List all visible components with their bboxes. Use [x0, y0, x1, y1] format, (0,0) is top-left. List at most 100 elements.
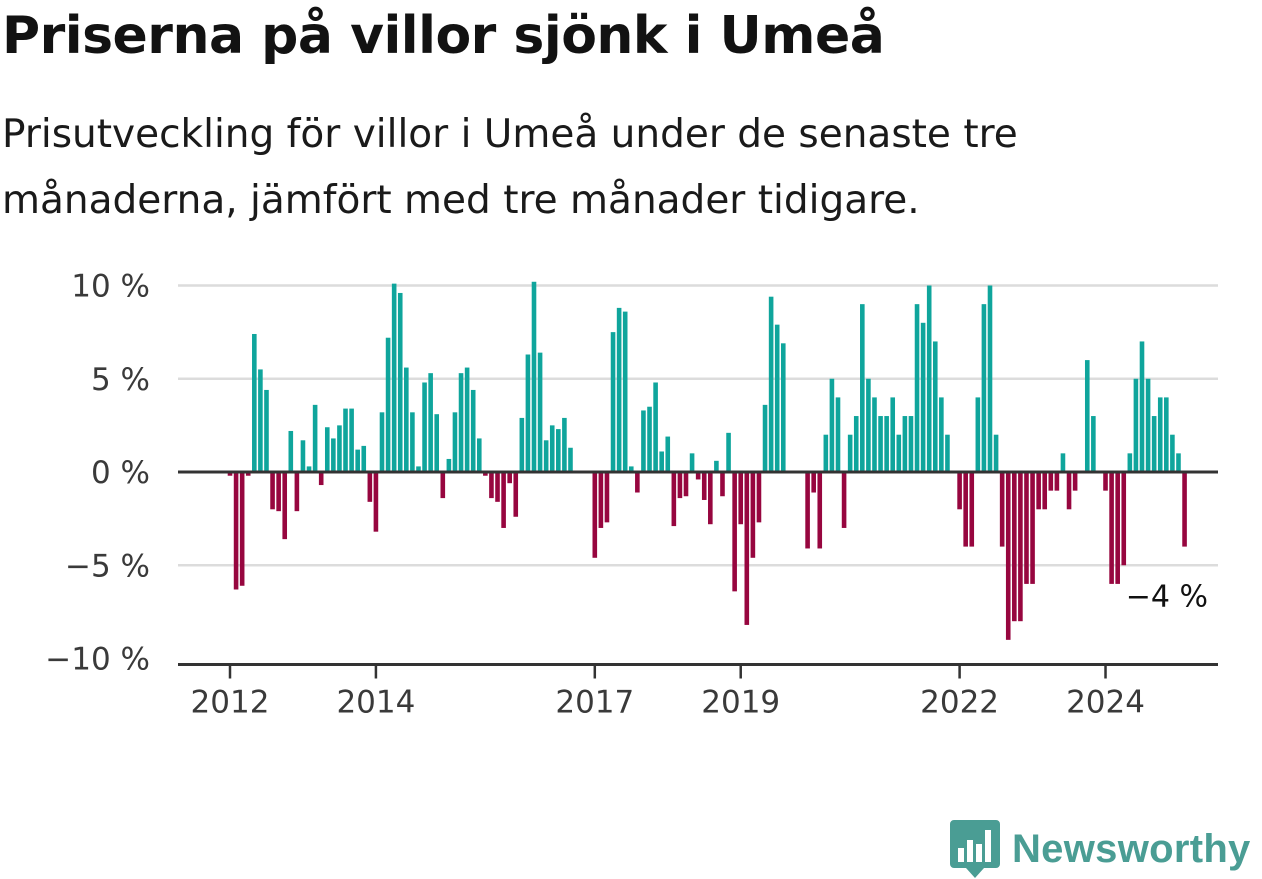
bar [549, 425, 555, 472]
bar [1115, 472, 1120, 584]
bar [714, 460, 719, 472]
bar [957, 472, 962, 510]
y-tick-label: 5 % [91, 362, 150, 398]
bar [884, 416, 889, 472]
bar [239, 472, 245, 586]
bar [975, 397, 981, 472]
x-tick-label: 2014 [336, 685, 415, 721]
bar [258, 369, 263, 472]
bar [926, 285, 932, 472]
bar [300, 440, 306, 472]
bar [282, 472, 288, 540]
bar [1091, 416, 1096, 472]
bar [556, 429, 561, 472]
bar [659, 451, 664, 472]
bar [531, 281, 537, 472]
bar [245, 472, 251, 476]
bar [1133, 378, 1139, 472]
bar [939, 397, 944, 472]
bar [604, 472, 610, 523]
bar [379, 412, 385, 472]
bar [847, 434, 853, 472]
bar [416, 466, 421, 472]
bar [434, 414, 440, 472]
bar [1109, 472, 1114, 584]
bar [932, 341, 938, 472]
bars [227, 281, 1187, 640]
bar [902, 416, 908, 472]
bar [355, 449, 360, 472]
bar [1066, 472, 1072, 510]
chart-subtitle: Prisutveckling för villor i Umeå under d… [2, 112, 1018, 223]
bar [878, 416, 883, 472]
bar [835, 397, 841, 472]
bar [476, 438, 482, 472]
bar [1182, 472, 1187, 547]
bar [963, 472, 968, 547]
bar [641, 410, 646, 472]
y-tick-label: 0 % [91, 455, 150, 491]
bar [720, 472, 725, 497]
bar [1121, 472, 1127, 566]
bar [513, 472, 519, 517]
bar [343, 408, 348, 472]
bar [774, 324, 780, 472]
axes [178, 470, 1218, 679]
last-value-label: −4 % [1126, 580, 1208, 615]
bar [270, 472, 275, 510]
bar [1157, 397, 1163, 472]
bar [233, 472, 239, 590]
x-tick-label: 2022 [920, 685, 999, 721]
bar [756, 472, 762, 523]
bar [1018, 472, 1023, 622]
bar [525, 354, 531, 472]
bar [1151, 416, 1157, 472]
bar [768, 296, 774, 472]
bar [732, 472, 737, 592]
bar [489, 472, 494, 499]
bar [422, 382, 427, 472]
bar [537, 352, 543, 472]
bar [361, 445, 367, 472]
bar [805, 472, 810, 549]
bar [635, 472, 640, 493]
bar [1176, 453, 1181, 472]
bar [993, 434, 999, 472]
bar [653, 382, 658, 472]
bar [294, 472, 300, 512]
bar [324, 427, 330, 472]
bar [1060, 453, 1066, 472]
bar [337, 425, 342, 472]
bar [866, 378, 871, 472]
bar [999, 472, 1005, 547]
bar [628, 466, 634, 472]
y-tick-label: 10 % [71, 269, 150, 305]
bar [945, 434, 950, 472]
bar [306, 466, 312, 472]
bar [1042, 472, 1048, 510]
bar [750, 472, 756, 558]
bar [671, 472, 677, 527]
bar [1054, 472, 1060, 491]
bar [367, 472, 373, 502]
bar [1084, 360, 1090, 472]
bar [385, 337, 391, 472]
x-tick-label: 2019 [701, 685, 780, 721]
gridlines [178, 284, 1218, 567]
bar [780, 343, 786, 472]
bar [1127, 453, 1133, 472]
bar [495, 472, 500, 502]
bar [1024, 472, 1029, 584]
bar [708, 472, 713, 525]
bar [853, 416, 859, 472]
bar [349, 408, 354, 472]
bar [276, 472, 281, 512]
bar [592, 472, 598, 558]
bar [440, 472, 446, 499]
bar [464, 367, 470, 472]
bar [616, 307, 622, 472]
bar [397, 292, 403, 472]
bar [501, 472, 506, 528]
bar [811, 472, 816, 493]
chart-title: Priserna på villor sjönk i Umeå [2, 6, 885, 66]
